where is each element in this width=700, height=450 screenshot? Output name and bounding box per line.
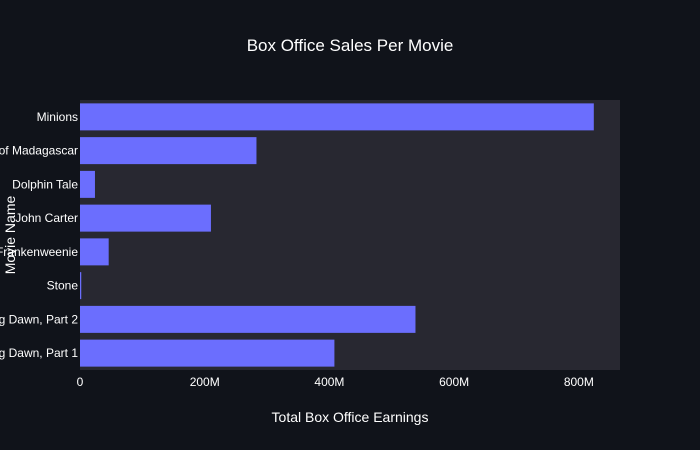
y-tick-label: The Twilight Saga: Breaking Dawn, Part 1 <box>0 346 78 360</box>
x-tick-label: 0 <box>77 375 84 389</box>
bar-4 <box>80 238 109 266</box>
bar-1 <box>80 137 257 165</box>
y-tick-labels: Minions Penguins of Madagascar Dolphin Tal… <box>0 110 78 360</box>
y-tick-label: Minions <box>37 110 78 124</box>
chart-title: Box Office Sales Per Movie <box>247 36 454 55</box>
y-axis-title: Movie Name <box>2 196 18 275</box>
x-tick-label: 400M <box>314 375 344 389</box>
bar-7 <box>80 339 335 367</box>
bar-2 <box>80 170 95 198</box>
y-tick-label: Frankenweenie <box>0 245 78 259</box>
bar-6 <box>80 305 416 333</box>
x-tick-label: 600M <box>439 375 469 389</box>
bar-3 <box>80 204 211 232</box>
x-axis-title: Total Box Office Earnings <box>272 409 429 425</box>
y-tick-label: Penguins of Madagascar <box>0 144 78 158</box>
y-tick-label: The Twilight Saga: Breaking Dawn, Part 2 <box>0 312 78 326</box>
y-tick-label: John Carter <box>15 211 78 225</box>
bar-5 <box>80 272 82 300</box>
bar-0 <box>80 103 594 131</box>
y-tick-label: Stone <box>47 279 79 293</box>
x-tick-label: 200M <box>190 375 220 389</box>
x-tick-label: 800M <box>564 375 594 389</box>
y-tick-label: Dolphin Tale <box>12 177 78 191</box>
bars-group <box>80 103 594 367</box>
x-tick-labels: 0 200M 400M 600M 800M <box>77 375 594 389</box>
